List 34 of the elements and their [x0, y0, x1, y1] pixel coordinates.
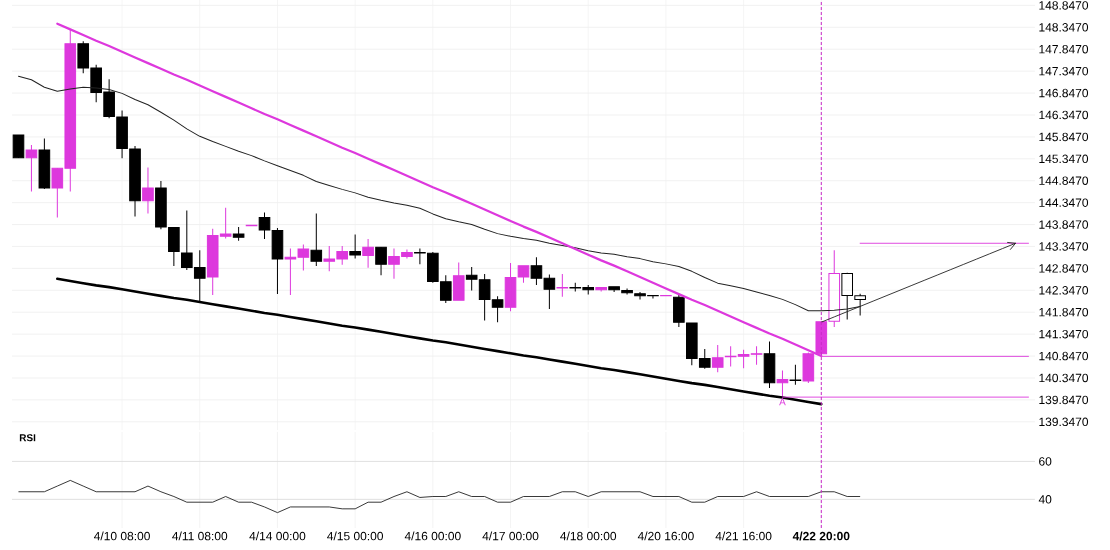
chart-title: RSI [19, 434, 36, 442]
y-tick-label: 144.3470 [1039, 198, 1089, 207]
y-tick-label: 147.8470 [1039, 44, 1089, 54]
x-tick-label: 4/21 16:00 [715, 531, 772, 541]
annotation: A [779, 398, 786, 406]
y-tick-label: 143.8470 [1039, 220, 1089, 229]
y-tick-label: 139.8470 [1039, 395, 1089, 405]
x-tick-label: 4/17 00:00 [482, 531, 539, 541]
y-tick-label: 146.8470 [1039, 88, 1089, 98]
y-tick-label: 141.3470 [1039, 329, 1089, 339]
y-tick-label: 140.8470 [1039, 351, 1089, 361]
y-tick-label: 140.3470 [1039, 373, 1089, 383]
y-tick-label: 143.3470 [1039, 242, 1089, 251]
y-tick-label: 145.3470 [1039, 154, 1089, 164]
x-tick-label: 4/20 16:00 [637, 531, 694, 541]
y-tick-label: 144.8470 [1039, 176, 1089, 185]
y-tick-label: 148.8470 [1039, 1, 1089, 10]
x-tick-label: 4/10 08:00 [93, 531, 150, 541]
x-tick-label: 4/15 00:00 [327, 531, 384, 541]
y-tick-label: 147.3470 [1039, 66, 1089, 76]
x-tick-label: 4/11 08:00 [172, 531, 228, 541]
y-tick-label: 146.3470 [1039, 110, 1089, 120]
y-tick-label: 142.8470 [1039, 264, 1089, 273]
x-tick-label: 4/22 20:00 [792, 531, 850, 541]
y-tick-label: 139.3470 [1039, 417, 1089, 427]
y-tick-label: 148.3470 [1039, 23, 1089, 32]
x-tick-label: 4/14 00:00 [249, 531, 306, 541]
y-tick-label: 145.8470 [1039, 132, 1089, 142]
x-tick-label: 4/18 00:00 [560, 531, 617, 541]
y-tick-label: 142.3470 [1039, 286, 1089, 295]
x-tick-label: 4/16 00:00 [404, 531, 461, 541]
y-tick-label: 40 [1038, 495, 1052, 504]
y-tick-label: 60 [1039, 457, 1052, 466]
y-tick-label: 141.8470 [1039, 307, 1089, 317]
